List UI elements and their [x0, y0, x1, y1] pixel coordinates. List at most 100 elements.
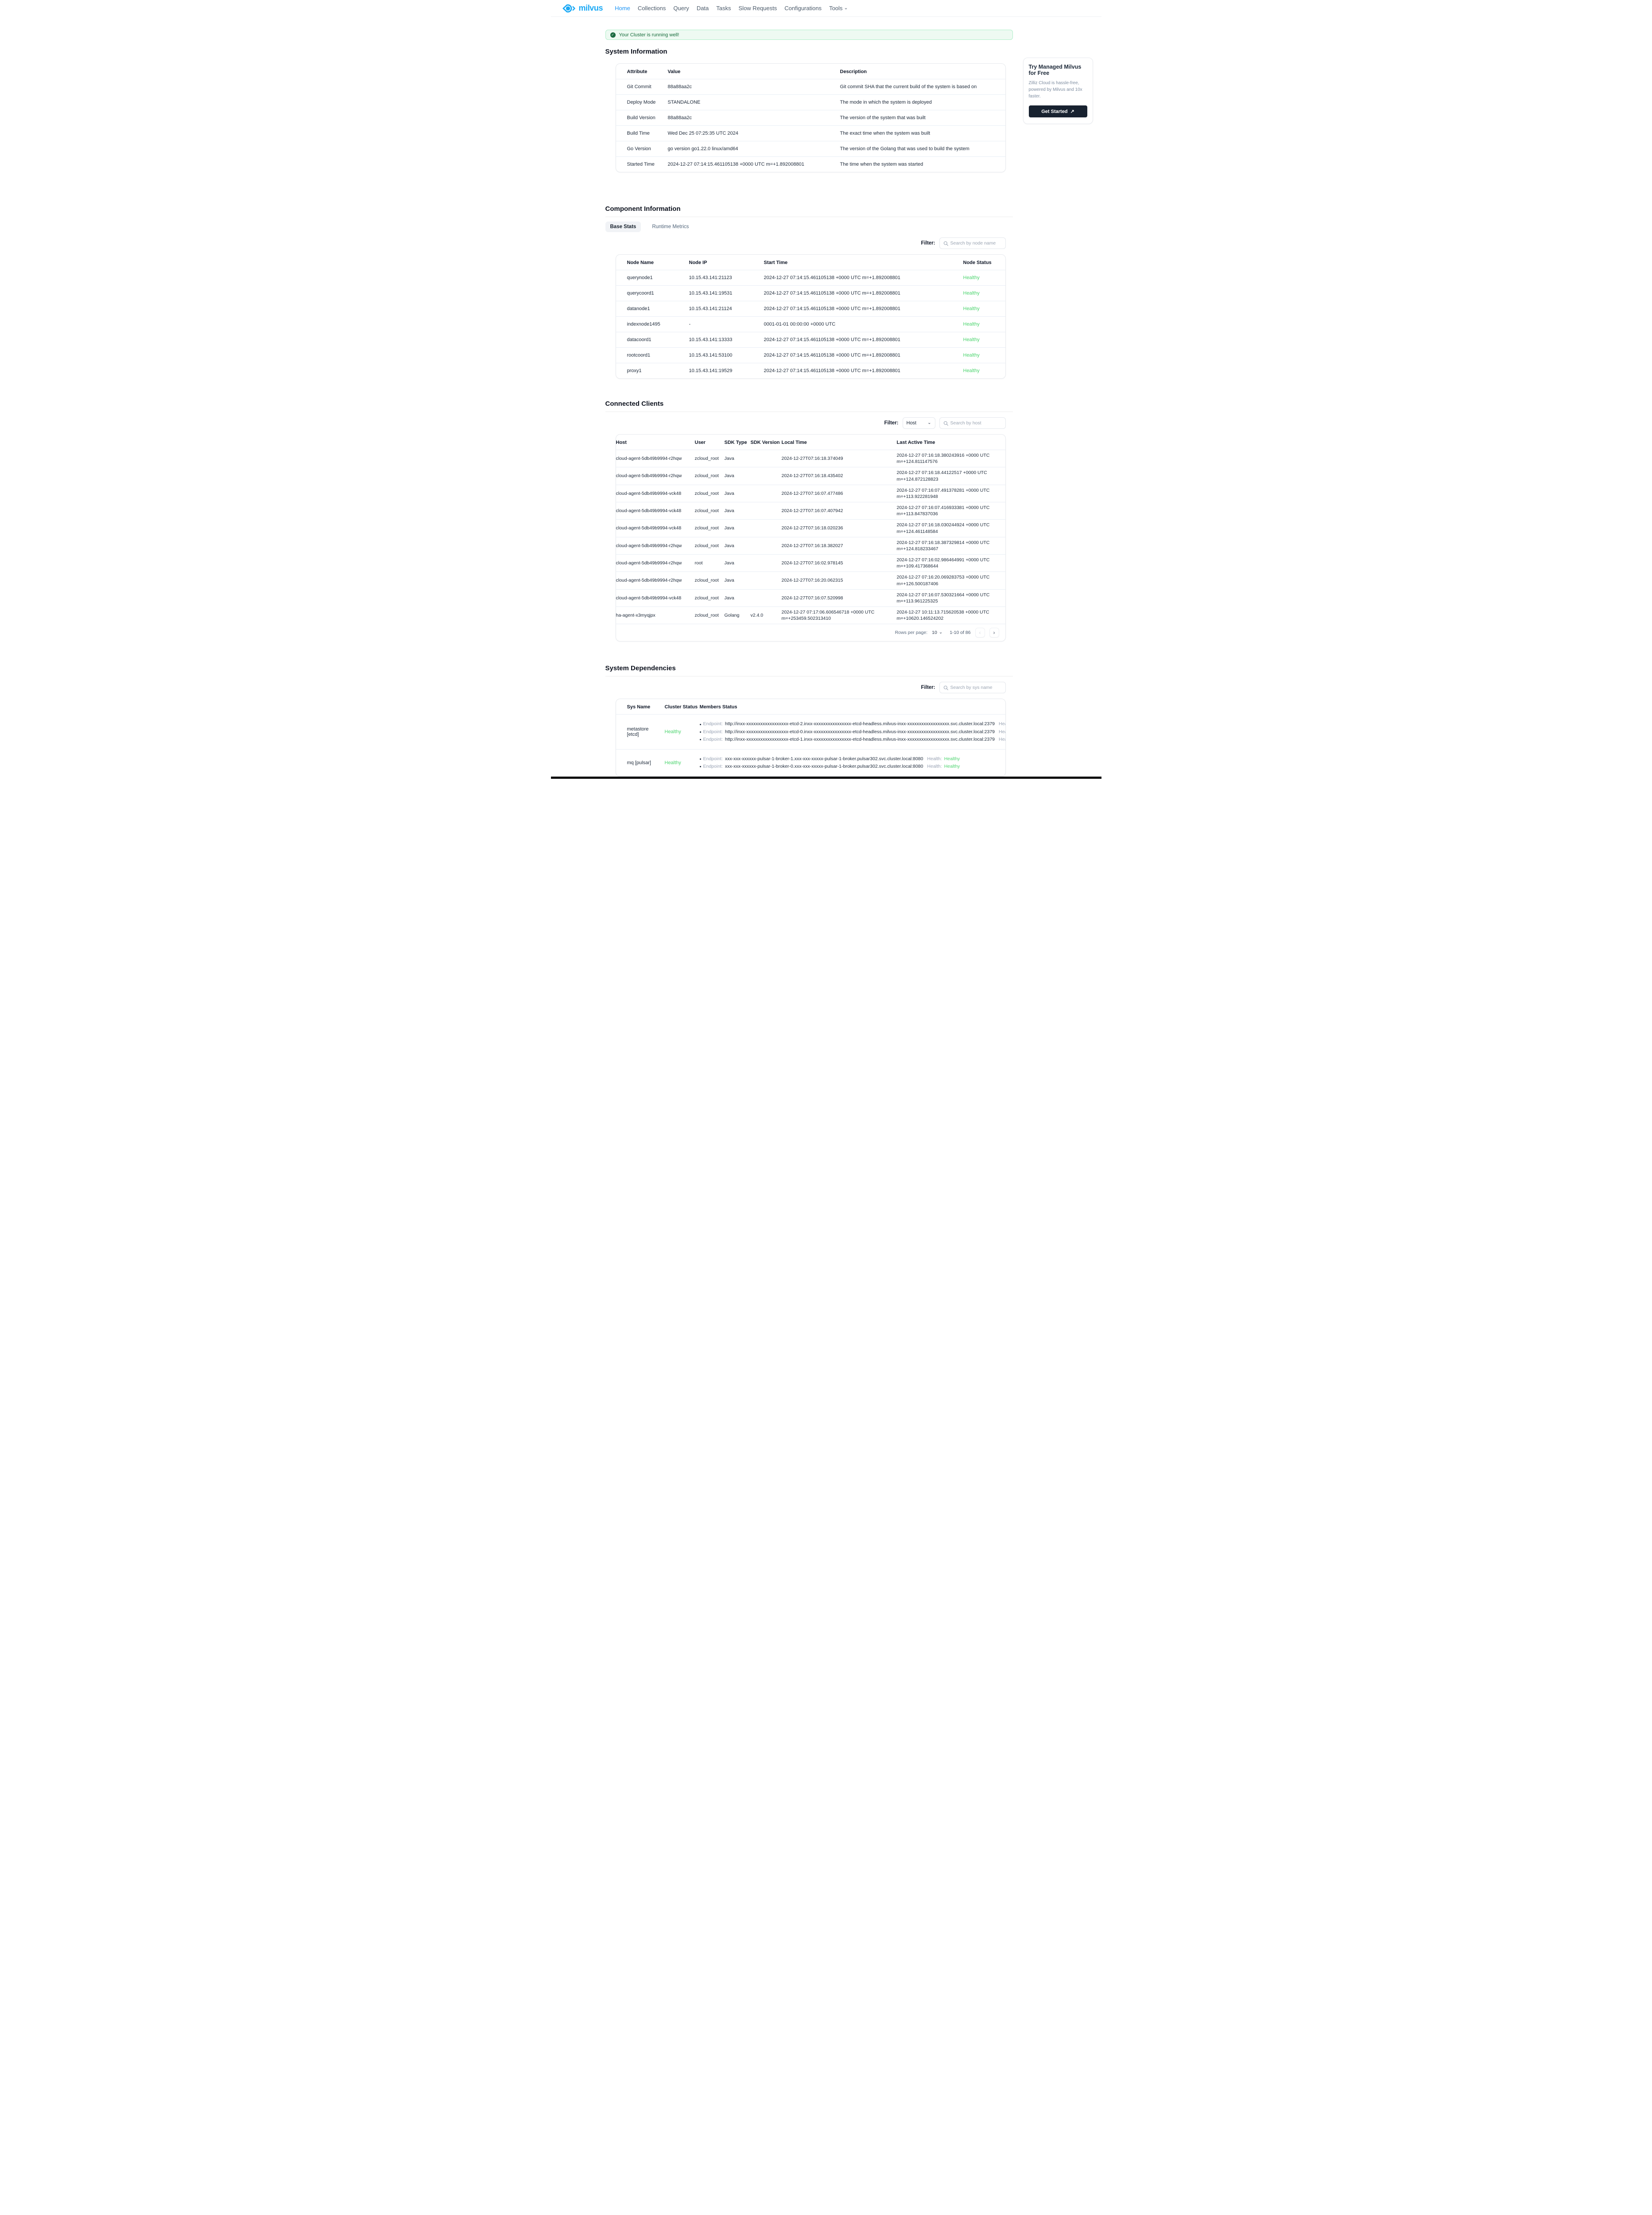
table-header-row: Attribute Value Description: [616, 64, 1005, 79]
node-name-cell: rootcoord1: [627, 353, 651, 358]
table-row: Deploy Mode STANDALONE The mode in which…: [616, 94, 1005, 110]
bullet-icon: [699, 723, 701, 725]
nav-item-data[interactable]: Data: [696, 5, 709, 12]
node-search-input[interactable]: [950, 241, 1002, 246]
health-label: Health:: [927, 763, 942, 769]
host-cell: cloud-agent-5db49b9994-vck48: [616, 508, 682, 514]
clients-filter-select[interactable]: Host ⌄: [902, 417, 935, 429]
member-status-line: Endpoint: http://inxx-xxxxxxxxxxxxxxxxxx…: [699, 729, 1005, 735]
tab-runtime-metrics[interactable]: Runtime Metrics: [652, 224, 689, 229]
sdk-version-cell: [751, 555, 782, 572]
host-cell: cloud-agent-5db49b9994-r2hqw: [616, 456, 682, 462]
description-cell: The version of the Golang that was used …: [840, 146, 969, 152]
previous-page-button[interactable]: ‹: [975, 628, 985, 638]
component-tabs: Base Stats Runtime Metrics: [605, 222, 1013, 232]
table-row: cloud-agent-5db49b9994-vck48 zcloud_root…: [616, 519, 1005, 537]
next-page-button[interactable]: ›: [989, 628, 999, 638]
host-cell: cloud-agent-5db49b9994-vck48: [616, 490, 682, 496]
table-header-row: Host User SDK Type SDK Version Local Tim…: [616, 435, 1005, 450]
host-search-box: [939, 417, 1006, 429]
component-information-card: Node Name Node IP Start Time Node Status…: [615, 254, 1006, 379]
column-header-last-active-time: Last Active Time: [896, 440, 935, 445]
sdk-type-cell: Java: [724, 508, 734, 514]
sys-search-input[interactable]: [950, 685, 1002, 691]
user-cell: zcloud_root: [694, 508, 719, 514]
table-row: Build Time Wed Dec 25 07:25:35 UTC 2024 …: [616, 125, 1005, 141]
table-row: mq [pulsar] Healthy Endpoint: xxx-xxx-xx…: [616, 749, 1005, 776]
endpoint-value: xxx-xxx-xxxxxx-pulsar-1-broker-0.xxx-xxx…: [725, 763, 923, 769]
node-status-cell: Healthy: [963, 275, 980, 280]
chevron-down-icon: ⌄: [844, 5, 848, 11]
last-active-time-cell: 2024-12-27 10:11:13.715620538 +0000 UTC …: [896, 610, 989, 622]
rows-per-page-select[interactable]: 10 ⌄: [932, 630, 942, 635]
main-content: ✓ Your Cluster is running well! System I…: [605, 17, 1013, 777]
cluster-status-banner: ✓ Your Cluster is running well!: [605, 30, 1013, 40]
user-cell: zcloud_root: [694, 456, 719, 462]
local-time-cell: 2024-12-27T07:16:07.520998: [781, 595, 843, 601]
sdk-version-cell: [751, 502, 782, 520]
start-time-cell: 2024-12-27 07:14:15.461105138 +0000 UTC …: [764, 306, 900, 311]
column-header-cluster-status: Cluster Status: [664, 704, 698, 710]
nav-item-query[interactable]: Query: [673, 5, 689, 12]
sdk-version-cell: [751, 520, 782, 537]
sdk-type-cell: Java: [724, 525, 734, 531]
last-active-time-cell: 2024-12-27 07:16:18.44122517 +0000 UTC m…: [896, 470, 987, 482]
nav-item-tools[interactable]: Tools ⌄: [829, 5, 848, 12]
local-time-cell: 2024-12-27T07:16:18.435402: [781, 473, 843, 479]
search-icon: [943, 421, 948, 426]
system-dependencies-section: System Dependencies Filter: Sys N: [605, 664, 1013, 777]
table-row: ha-agent-x3myqjpx zcloud_root Golang v2.…: [616, 606, 1005, 624]
host-cell: cloud-agent-5db49b9994-vck48: [616, 525, 682, 531]
tab-base-stats[interactable]: Base Stats: [605, 222, 641, 232]
connected-clients-card: Host User SDK Type SDK Version Local Tim…: [615, 434, 1006, 642]
table-row: metastore [etcd] Healthy Endpoint: http:…: [616, 714, 1005, 749]
table-row: cloud-agent-5db49b9994-vck48 zcloud_root…: [616, 589, 1005, 606]
table-row: cloud-agent-5db49b9994-r2hqw zcloud_root…: [616, 450, 1005, 467]
milvus-logo[interactable]: milvus: [562, 4, 603, 13]
last-active-time-cell: 2024-12-27 07:16:07.530321664 +0000 UTC …: [896, 592, 990, 604]
description-cell: The exact time when the system was built: [840, 131, 931, 136]
section-title-system-information: System Information: [605, 48, 667, 55]
endpoint-value: http://inxx-xxxxxxxxxxxxxxxxxx-etcd-1.in…: [725, 736, 995, 742]
column-header-local-time: Local Time: [781, 440, 807, 445]
node-status-cell: Healthy: [963, 337, 980, 342]
section-title-system-dependencies: System Dependencies: [605, 664, 676, 672]
description-cell: The mode in which the system is deployed: [840, 100, 932, 105]
host-cell: cloud-agent-5db49b9994-r2hqw: [616, 578, 682, 583]
last-active-time-cell: 2024-12-27 07:16:18.380243916 +0000 UTC …: [896, 453, 990, 465]
sdk-version-cell: [751, 537, 782, 554]
start-time-cell: 2024-12-27 07:14:15.461105138 +0000 UTC …: [764, 353, 900, 358]
search-icon: [943, 241, 948, 246]
local-time-cell: 2024-12-27T07:16:07.407942: [781, 508, 843, 514]
nav-item-home[interactable]: Home: [615, 5, 630, 12]
node-status-cell: Healthy: [963, 322, 980, 327]
component-filter-row: Filter:: [616, 237, 1006, 249]
system-dependencies-card: Sys Name Cluster Status Members Status m…: [615, 699, 1006, 777]
start-time-cell: 2024-12-27 07:14:15.461105138 +0000 UTC …: [764, 368, 900, 373]
table-row: cloud-agent-5db49b9994-r2hqw zcloud_root…: [616, 467, 1005, 485]
user-cell: root: [694, 560, 703, 566]
table-row: cloud-agent-5db49b9994-vck48 zcloud_root…: [616, 502, 1005, 520]
brand-name: milvus: [578, 4, 603, 12]
pagination-range: 1-10 of 86: [950, 630, 971, 636]
host-search-input[interactable]: [950, 420, 1002, 426]
attribute-cell: Go Version: [627, 146, 651, 152]
sdk-type-cell: Java: [724, 490, 734, 496]
nav-item-tasks[interactable]: Tasks: [716, 5, 731, 12]
value-cell: go version go1.22.0 linux/amd64: [667, 146, 738, 152]
nav-item-collections[interactable]: Collections: [637, 5, 666, 12]
node-name-cell: proxy1: [627, 368, 642, 373]
nav-item-configurations[interactable]: Configurations: [784, 5, 822, 12]
get-started-button[interactable]: Get Started ↗: [1028, 105, 1087, 117]
filter-label: Filter:: [884, 420, 899, 426]
attribute-cell: Build Version: [627, 115, 655, 120]
column-header-value: Value: [667, 69, 681, 74]
sys-name-cell: metastore [etcd]: [627, 727, 649, 738]
endpoint-label: Endpoint:: [703, 763, 723, 769]
host-cell: cloud-agent-5db49b9994-r2hqw: [616, 560, 682, 566]
nav-item-slow-requests[interactable]: Slow Requests: [738, 5, 777, 12]
table-header-row: Sys Name Cluster Status Members Status: [616, 699, 1005, 715]
clients-filter-row: Filter: Host ⌄: [616, 417, 1006, 429]
table-row: datanode1 10.15.43.141:21124 2024-12-27 …: [616, 301, 1005, 317]
rows-per-page-label: Rows per page:: [895, 630, 928, 636]
